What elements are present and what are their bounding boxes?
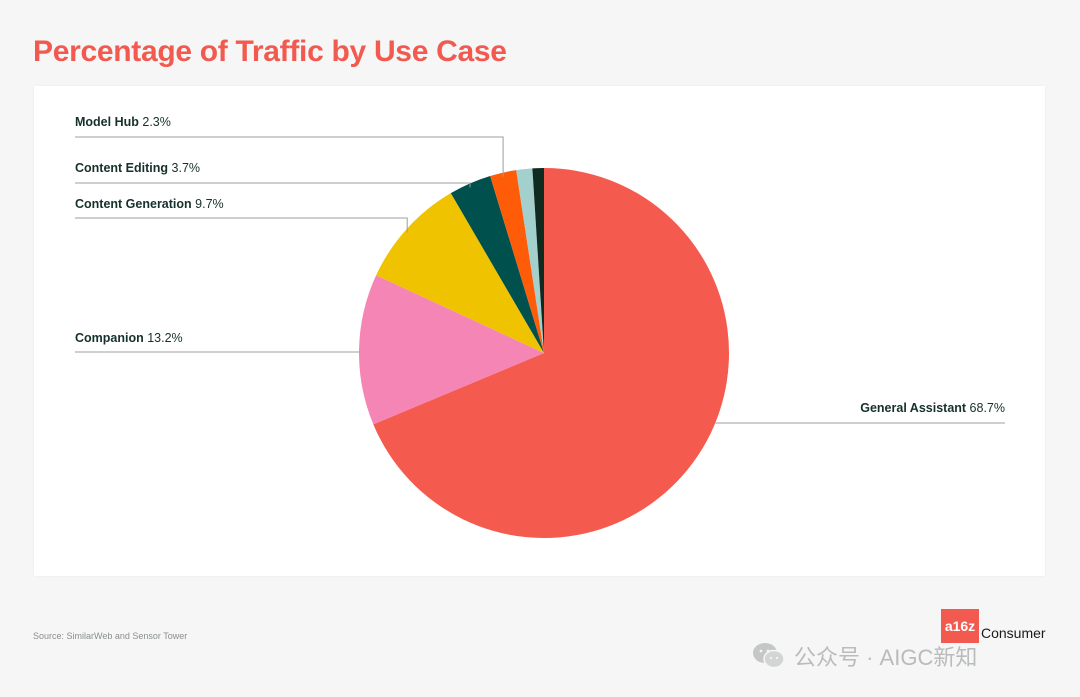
pie-slices [359,168,730,538]
pie-slice-model-hub [490,170,544,353]
pie-slice-companion [359,275,544,425]
slice-label-name: Content Generation [75,197,192,211]
slice-label-model-hub: Model Hub 2.3% [75,115,171,129]
watermark-text: 公众号 · AIGC新知 [794,645,978,670]
source-note: Source: SimilarWeb and Sensor Tower [33,631,188,641]
slice-label-content-generation: Content Generation 9.7% [75,197,224,211]
pie-slice-content-generation [376,193,544,353]
slice-label-value: 68.7% [966,401,1005,415]
leader-lines [75,136,1005,424]
page-title: Percentage of Traffic by Use Case [33,35,507,68]
slice-label-name: Companion [75,331,144,345]
slice-label-value: 2.3% [139,115,171,129]
pie-chart: General Assistant 68.7%Companion 13.2%Co… [75,115,1005,538]
slice-label-value: 3.7% [168,161,200,175]
pie-slice-content-editing [450,176,544,353]
slice-label-value: 9.7% [192,197,224,211]
chart-card: General Assistant 68.7% Companion 13.2% Co… [34,86,1045,576]
wechat-icon [753,643,785,669]
slice-label-value: 13.2% [144,331,183,345]
leader-line-content-editing [75,182,471,188]
pie-slice-unlabeled-5 [516,168,544,353]
slice-label-general-assistant: General Assistant 68.7% [860,401,1005,415]
slice-label-companion: Companion 13.2% [75,331,183,345]
leader-line-model-hub [75,136,504,177]
pie-slice-unlabeled-6 [532,168,544,353]
slice-label-name: Content Editing [75,161,168,175]
watermark: 公众号 · AIGC新知 [752,640,977,672]
slice-label-content-editing: Content Editing 3.7% [75,161,200,175]
brand-text: Consumer [981,625,1046,641]
brand-badge: a16z [941,609,979,643]
pie-slice-general-assistant [373,168,730,538]
leader-line-content-generation [75,217,408,233]
slice-label-name: General Assistant [860,401,967,415]
slice-label-name: Model Hub [75,115,139,129]
slice-labels: General Assistant 68.7%Companion 13.2%Co… [75,115,1005,415]
